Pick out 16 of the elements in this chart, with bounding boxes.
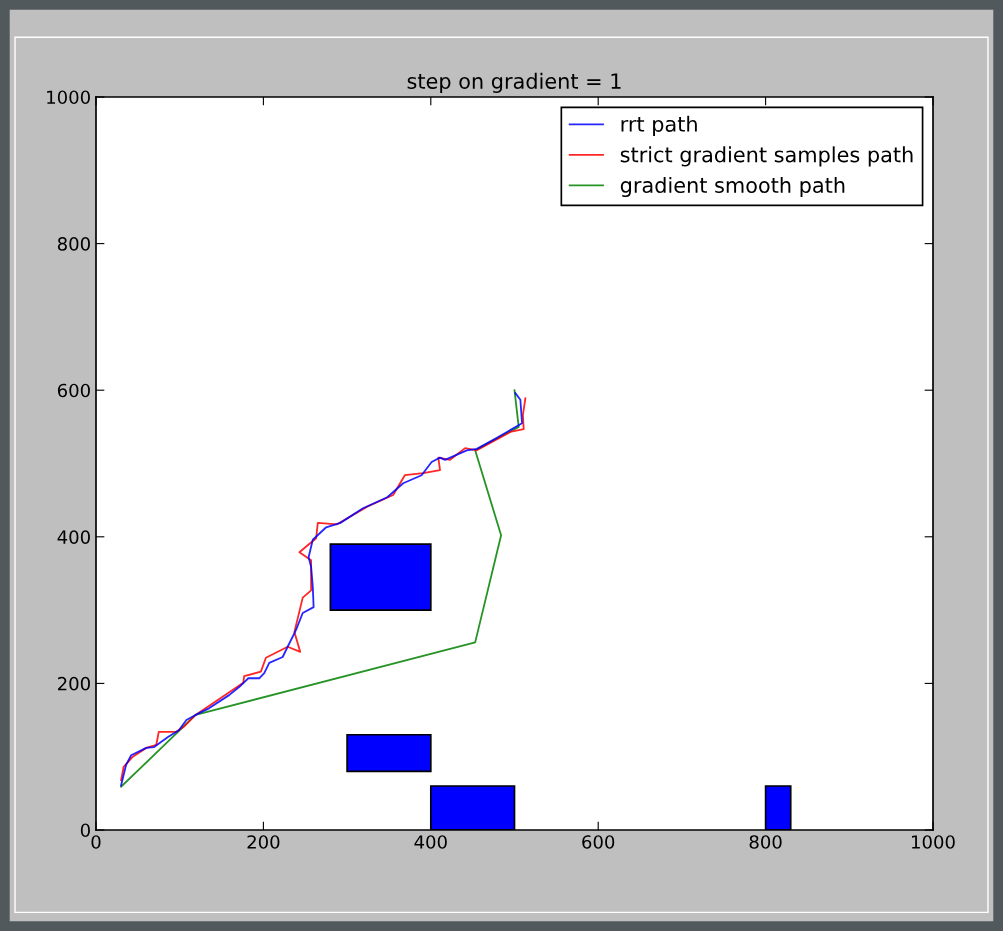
legend-label: rrt path: [621, 115, 697, 136]
y-tick-label: 0: [80, 823, 90, 838]
x-tick-label: 1000: [912, 835, 955, 849]
y-tick-label: 1000: [47, 90, 90, 105]
y-tick-label: 400: [57, 530, 90, 544]
x-tick-label: 400: [414, 835, 447, 849]
legend-label: strict gradient samples path: [620, 146, 913, 167]
x-tick-label: 800: [749, 835, 782, 849]
y-tick-label: 200: [58, 676, 90, 691]
x-tick-label: 200: [247, 835, 280, 849]
x-tick-label: 0: [91, 835, 101, 849]
legend-label: gradient smooth path: [620, 176, 845, 198]
y-tick-label: 600: [57, 383, 90, 398]
x-tick-label: 600: [582, 835, 615, 849]
y-tick-label: 800: [57, 237, 90, 251]
chart-title: step on gradient = 1: [407, 72, 621, 93]
